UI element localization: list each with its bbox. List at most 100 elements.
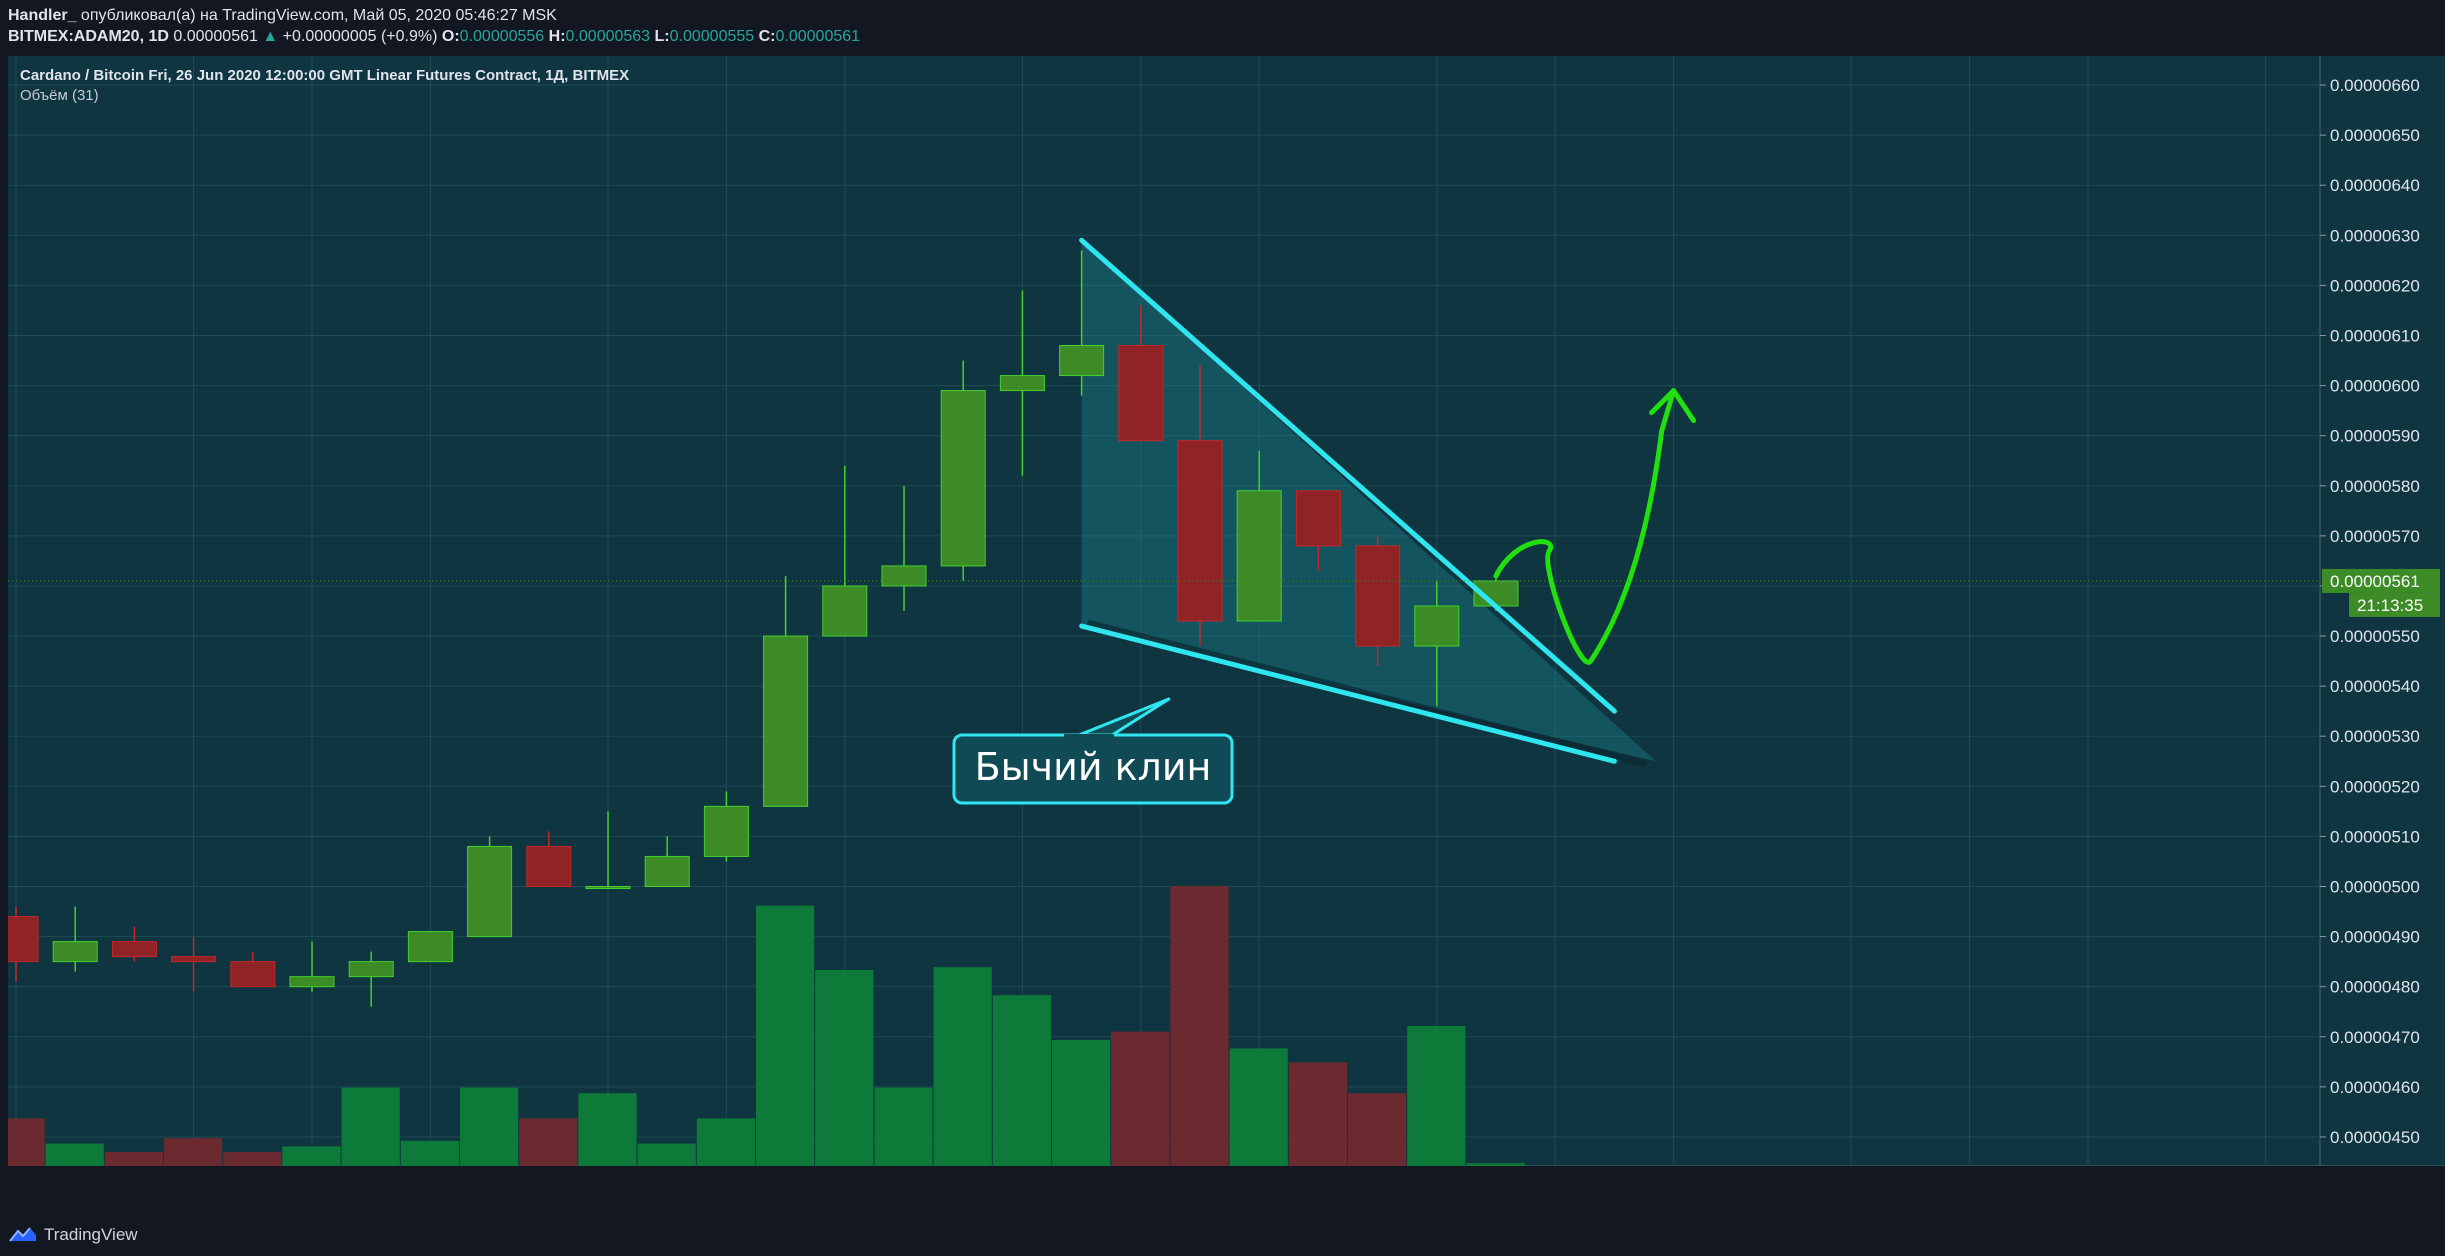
- annotation-callout[interactable]: Бычий клин: [952, 697, 1234, 805]
- candle-body[interactable]: [999, 375, 1045, 392]
- header-bar: Handler_ опубликовал(а) на TradingView.c…: [0, 0, 2445, 56]
- open-value: 0.00000556: [459, 28, 545, 45]
- low-label: L:: [654, 28, 670, 45]
- wedge-pattern: [1081, 240, 1656, 768]
- wedge-upper-line[interactable]: [1079, 237, 1617, 714]
- wedge-lower-line[interactable]: [1079, 623, 1617, 764]
- candles[interactable]: [8, 237, 1617, 1007]
- grid: [8, 56, 2320, 1166]
- candle-body[interactable]: [703, 805, 749, 857]
- candle-body[interactable]: [1177, 440, 1223, 622]
- candle-body[interactable]: [1236, 490, 1282, 622]
- open-label: O:: [441, 28, 460, 45]
- countdown-badge: [2349, 592, 2440, 617]
- candle-body[interactable]: [585, 885, 631, 889]
- last-price-badge: [2322, 568, 2440, 593]
- price-tick-label: 0.00000600: [2330, 377, 2420, 396]
- candle-body[interactable]: [289, 976, 335, 988]
- volume-bar: [282, 1146, 341, 1166]
- author-name[interactable]: Handler_: [8, 7, 77, 24]
- price-tick-label: 0.00000510: [2330, 827, 2420, 846]
- price-tick-label: 0.00000520: [2330, 777, 2420, 796]
- countdown-label: 21:13:35: [2357, 596, 2423, 615]
- plot-background[interactable]: [8, 56, 2320, 1166]
- volume-bar: [8, 1118, 45, 1166]
- publish-info: Handler_ опубликовал(а) на TradingView.c…: [8, 6, 557, 26]
- volume-bar: [933, 967, 992, 1166]
- price-tick-label: 0.00000590: [2330, 427, 2420, 446]
- chart-area[interactable]: Бычий клин 0.00000660 0.00000650 0.0000064…: [8, 56, 2445, 1166]
- chart-legend: Cardano / Bitcoin Fri, 26 Jun 2020 12:00…: [20, 67, 629, 104]
- symbol-label[interactable]: BITMEX:ADAM20, 1D: [8, 28, 169, 45]
- candle-body[interactable]: [171, 956, 217, 963]
- brand[interactable]: TradingView: [8, 1225, 138, 1245]
- volume-bar: [1348, 1093, 1407, 1166]
- last-price: 0.00000561: [173, 28, 258, 45]
- price-tick-label: 0.00000450: [2330, 1128, 2420, 1147]
- price-chart[interactable]: Бычий клин 0.00000660 0.00000650 0.0000064…: [8, 56, 2445, 1166]
- projection-arrow: [1493, 388, 1697, 665]
- price-tick-label: 0.00000650: [2330, 126, 2420, 145]
- close-value: 0.00000561: [775, 28, 861, 45]
- wedge-fill: [1081, 240, 1656, 762]
- candle-body[interactable]: [1295, 490, 1341, 547]
- candle-body[interactable]: [467, 845, 513, 938]
- candle-body[interactable]: [822, 585, 868, 637]
- volume-bar: [45, 1143, 104, 1166]
- chart-title: Cardano / Bitcoin Fri, 26 Jun 2020 12:00…: [20, 67, 629, 84]
- candle-body[interactable]: [348, 961, 394, 978]
- candle-body[interactable]: [111, 941, 157, 958]
- price-tick-label: 0.00000490: [2330, 928, 2420, 947]
- price-tick-label: 0.00000480: [2330, 978, 2420, 997]
- brand-name: TradingView: [44, 1225, 138, 1244]
- low-value: 0.00000555: [669, 28, 755, 45]
- candle-body[interactable]: [644, 855, 690, 887]
- volume-bar: [1288, 1062, 1347, 1166]
- candle-body[interactable]: [407, 931, 453, 963]
- published-text: опубликовал(а) на TradingView.com, Май 0…: [80, 7, 557, 24]
- candle-body[interactable]: [1059, 345, 1105, 377]
- volume-bar: [223, 1152, 282, 1166]
- price-tick-label: 0.00000550: [2330, 627, 2420, 646]
- price-tick-label: 0.00000580: [2330, 477, 2420, 496]
- volume-bar: [992, 995, 1051, 1166]
- callout-joint: [1064, 734, 1114, 740]
- footer-bar: TradingView: [0, 1215, 2445, 1256]
- volume-bar: [1111, 1031, 1170, 1166]
- price-tick-label: 0.00000540: [2330, 677, 2420, 696]
- price-tick-label: 0.00000530: [2330, 727, 2420, 746]
- candle-body[interactable]: [1414, 605, 1460, 647]
- candle-body[interactable]: [230, 961, 276, 988]
- volume-bar: [1407, 1026, 1466, 1166]
- volume-bar: [815, 970, 874, 1166]
- tradingview-logo-icon: [9, 1227, 36, 1242]
- volume-bar: [637, 1143, 696, 1166]
- candle-body[interactable]: [1118, 345, 1164, 442]
- price-tick-label: 0.00000620: [2330, 276, 2420, 295]
- price-change: +0.00000005 (+0.9%): [282, 28, 438, 45]
- arrow-head-icon: [1649, 388, 1697, 424]
- candle-body[interactable]: [526, 845, 572, 887]
- last-price-badge-label: 0.00000561: [2330, 572, 2420, 591]
- price-tick-label: 0.00000460: [2330, 1078, 2420, 1097]
- arrow-curve: [1493, 388, 1677, 665]
- volume-bar: [874, 1087, 933, 1166]
- price-tick-label: 0.00000640: [2330, 176, 2420, 195]
- high-label: H:: [548, 28, 566, 45]
- candle-body[interactable]: [8, 916, 39, 963]
- candle-body[interactable]: [1355, 545, 1401, 647]
- price-tick-label: 0.00000660: [2330, 76, 2420, 95]
- volume-bar: [578, 1093, 637, 1166]
- volume-bar: [1170, 886, 1229, 1166]
- candle-body[interactable]: [52, 941, 98, 963]
- close-label: C:: [758, 28, 776, 45]
- price-tick-label: 0.00000570: [2330, 527, 2420, 546]
- volume-bar: [104, 1152, 163, 1166]
- ohlc-legend: BITMEX:ADAM20, 1D 0.00000561 ▲ +0.000000…: [8, 27, 860, 47]
- candle-body[interactable]: [881, 565, 927, 587]
- candle-body[interactable]: [940, 390, 986, 567]
- callout-label: Бычий клин: [975, 745, 1212, 789]
- volume-bar: [460, 1087, 519, 1166]
- candle-body[interactable]: [763, 635, 809, 807]
- price-badge: 0.00000561 21:13:35: [8, 568, 2440, 617]
